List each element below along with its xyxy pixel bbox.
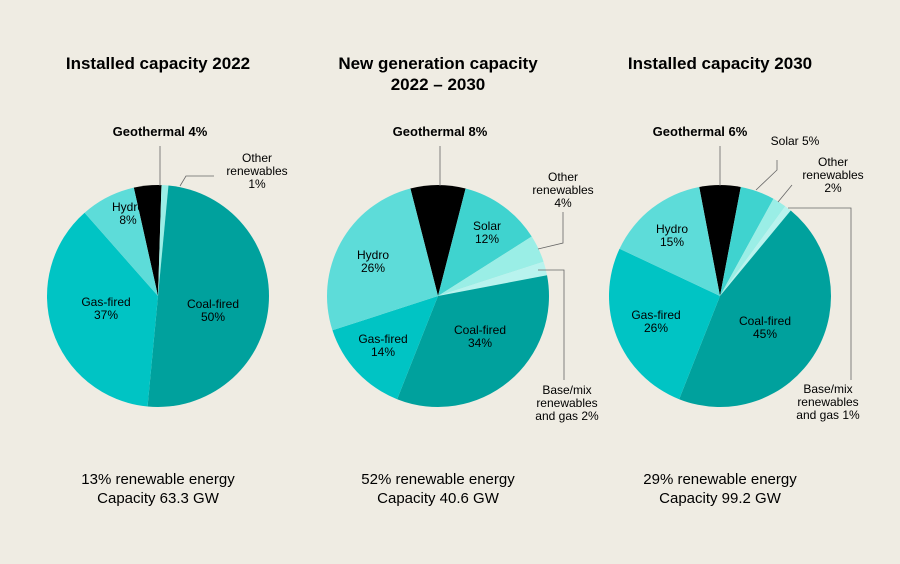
pie-slice-hydro <box>327 188 438 331</box>
pie-slice-hydro <box>84 187 158 296</box>
pie-slice-gas-fired <box>609 248 720 400</box>
slice-label: Coal-fired 50% <box>187 297 239 324</box>
pie-chart-1: Installed capacity 2022 Geothermal 4% Othe… <box>46 54 288 507</box>
chart-footer: 13% renewable energy <box>81 471 235 488</box>
slice-label: Hydro 8% <box>112 200 144 227</box>
pie-slice-solar <box>438 188 532 296</box>
pie-slice-other-renewables <box>438 236 544 296</box>
pie-slice-other-renewables <box>720 198 786 296</box>
chart-footer: 29% renewable energy <box>643 471 797 488</box>
slice-label: Geothermal 8% <box>393 124 488 139</box>
chart-title: New generation capacity <box>338 54 538 73</box>
chart-title: Installed capacity 2022 <box>66 54 250 73</box>
slice-label: Gas-fired 37% <box>81 295 130 322</box>
slice-label: Hydro 15% <box>656 222 688 249</box>
chart-title: Installed capacity 2030 <box>628 54 812 73</box>
pie-slice-geothermal <box>133 185 162 296</box>
pie-slice-coal-fired <box>679 210 832 408</box>
slice-label: Coal-fired 45% <box>739 314 791 341</box>
chart-footer: Capacity 63.3 GW <box>97 490 220 507</box>
slice-label: Gas-fired 14% <box>358 332 407 359</box>
slice-label: Geothermal 6% <box>653 124 748 139</box>
chart-footer: Capacity 99.2 GW <box>659 490 782 507</box>
slice-label: Solar 12% <box>473 219 501 246</box>
pie-slice-coal-fired <box>147 185 270 407</box>
chart-footer: Capacity 40.6 GW <box>377 490 500 507</box>
pie-slice-other-renewables <box>158 185 169 296</box>
slice-label: Base/mix renewables and gas 1% <box>796 382 860 422</box>
slice-label: Coal-fired 34% <box>454 323 506 350</box>
slice-label: Gas-fired 26% <box>631 308 680 335</box>
pie-slice-geothermal <box>410 185 466 296</box>
chart-title: 2022 – 2030 <box>391 75 486 94</box>
pie-chart-3: Installed capacity 2030 Geothermal 6% Sola… <box>609 54 864 507</box>
slice-label: Other renewables 1% <box>226 151 287 191</box>
leader-line <box>538 269 565 380</box>
pie-slice-base-mix-renewables-and-gas <box>720 206 791 296</box>
leader-line <box>755 160 778 191</box>
leader-line <box>537 212 564 250</box>
slice-label: Geothermal 4% <box>113 124 208 139</box>
slice-label: Base/mix renewables and gas 2% <box>535 383 599 423</box>
slice-label: Hydro 26% <box>357 248 389 275</box>
pie-slice-geothermal <box>699 185 741 296</box>
chart-footer: 52% renewable energy <box>361 471 515 488</box>
pie-slice-solar <box>720 186 774 296</box>
pie-slice-base-mix-renewables-and-gas <box>438 261 548 296</box>
pie-slice-hydro <box>619 186 720 296</box>
pie-chart-2: New generation capacity 2022 – 2030 Geothe… <box>327 54 599 507</box>
slice-label: Solar 5% <box>771 134 820 148</box>
pie-slice-gas-fired <box>46 212 158 407</box>
leader-line <box>179 175 214 187</box>
pie-slice-coal-fired <box>397 275 549 407</box>
leader-line <box>788 207 852 380</box>
leader-line <box>777 184 793 203</box>
slice-label: Other renewables 2% <box>802 155 863 195</box>
pie-slice-gas-fired <box>332 296 438 400</box>
slice-label: Other renewables 4% <box>532 170 593 210</box>
